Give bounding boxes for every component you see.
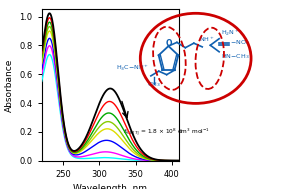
Text: O: O	[165, 39, 172, 48]
Text: H$_2$N$^+$: H$_2$N$^+$	[221, 28, 240, 37]
Text: $-$NO$_2$: $-$NO$_2$	[230, 38, 250, 47]
Y-axis label: Absorbance: Absorbance	[5, 58, 14, 112]
Text: $K_{\mathrm{CB[7]}}$ = 1.8 $\times$ 10$^{8}$ dm$^{3}$ mol$^{-1}$: $K_{\mathrm{CB[7]}}$ = 1.8 $\times$ 10$^…	[122, 126, 209, 137]
Text: NH$^+$: NH$^+$	[199, 36, 215, 44]
Text: HN$-$CH$_3$: HN$-$CH$_3$	[221, 52, 249, 61]
Text: H$_3$C$-$NH$^+$: H$_3$C$-$NH$^+$	[116, 64, 149, 73]
X-axis label: Wavelength, nm: Wavelength, nm	[73, 184, 147, 189]
Text: CH$_3$: CH$_3$	[147, 80, 161, 89]
